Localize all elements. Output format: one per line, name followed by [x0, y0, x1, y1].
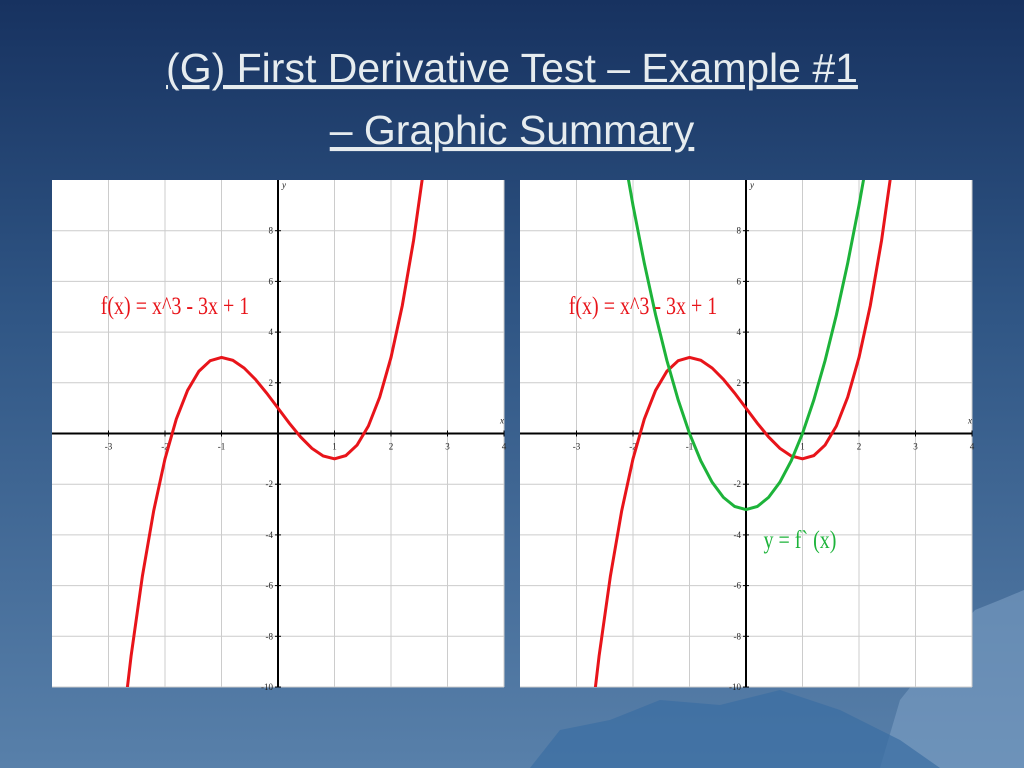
curve: [593, 180, 892, 687]
x-tick-label: 4: [502, 442, 507, 452]
y-tick-label: -2: [266, 479, 274, 489]
curve: [125, 180, 424, 687]
chart: -3 -2 -1 1 2 3 4 -10 -8 -6 -4 -2 2 4 6 8 x y f(x) = x^3 - …: [52, 180, 507, 692]
y-tick-label: -6: [266, 581, 274, 591]
ice-decoration: [530, 690, 940, 768]
x-tick-label: -1: [218, 442, 226, 452]
y-tick-label: -10: [729, 682, 741, 692]
slide-title: (G) First Derivative Test – Example #1: [166, 45, 858, 91]
y-tick-label: -4: [734, 530, 742, 540]
y-tick-label: 4: [737, 327, 742, 337]
y-tick-label: 8: [269, 226, 274, 236]
x-tick-label: -1: [686, 442, 694, 452]
x-tick-label: -3: [573, 442, 581, 452]
x-tick-label: -2: [161, 442, 169, 452]
y-tick-label: 4: [269, 327, 274, 337]
x-tick-label: 2: [857, 442, 862, 452]
y-tick-label: -8: [734, 631, 742, 641]
x-axis-label: x: [967, 416, 972, 426]
y-tick-label: 2: [737, 378, 742, 388]
y-tick-label: -4: [266, 530, 274, 540]
y-tick-label: 6: [269, 276, 274, 286]
y-tick-label: 6: [737, 276, 742, 286]
y-tick-label: -10: [261, 682, 273, 692]
y-tick-label: 8: [737, 226, 742, 236]
x-tick-label: 1: [800, 442, 805, 452]
y-axis-label: y: [281, 180, 286, 190]
y-axis-label: y: [749, 180, 754, 190]
y-tick-label: -6: [734, 581, 742, 591]
x-axis-label: x: [499, 416, 504, 426]
x-tick-label: -3: [105, 442, 113, 452]
x-tick-label: 1: [332, 442, 337, 452]
x-tick-label: -2: [629, 442, 637, 452]
y-tick-label: -8: [266, 631, 274, 641]
x-tick-label: 2: [389, 442, 394, 452]
slide-title: – Graphic Summary: [330, 107, 695, 153]
x-tick-label: 3: [445, 442, 450, 452]
chart: -3 -2 -1 1 2 3 4 -10 -8 -6 -4 -2 2 4 6 8 x y f(x) = x^3 - …: [520, 180, 975, 692]
annotation: y = f` (x): [764, 526, 837, 554]
x-tick-label: 3: [913, 442, 918, 452]
y-tick-label: 2: [269, 378, 274, 388]
x-tick-label: 4: [970, 442, 975, 452]
annotation: f(x) = x^3 - 3x + 1: [569, 292, 718, 320]
y-tick-label: -2: [734, 479, 742, 489]
annotation: f(x) = x^3 - 3x + 1: [101, 292, 250, 320]
curve: [626, 180, 866, 512]
